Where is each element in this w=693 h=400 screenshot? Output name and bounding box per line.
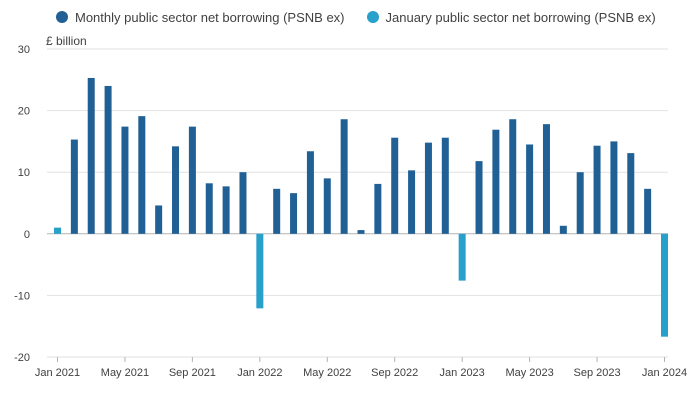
legend-label-monthly: Monthly public sector net borrowing (PSN… (75, 9, 345, 25)
bar-monthly (424, 142, 432, 234)
bar-monthly (138, 116, 146, 234)
bar-monthly (357, 230, 365, 234)
bar-monthly (644, 188, 652, 234)
bar-monthly (627, 153, 635, 234)
bar-monthly (441, 137, 449, 234)
legend-item-monthly[interactable]: Monthly public sector net borrowing (PSN… (56, 10, 345, 25)
bar-monthly (526, 144, 534, 234)
bar-monthly (542, 124, 550, 234)
bar-january (458, 233, 466, 281)
bar-january (256, 233, 264, 309)
bar-monthly (492, 129, 500, 234)
bar-monthly (509, 119, 517, 234)
bar-monthly (391, 137, 399, 234)
legend-marker-monthly (56, 11, 68, 23)
bar-monthly (340, 119, 348, 234)
bar-monthly (408, 170, 416, 234)
bar-monthly (87, 77, 95, 234)
x-tick-label: Sep 2022 (371, 367, 418, 379)
x-tick-label: Jan 2024 (642, 367, 687, 379)
bar-monthly (222, 186, 230, 234)
bar-monthly (290, 193, 298, 234)
x-tick-label: Jan 2021 (35, 367, 80, 379)
x-tick-label: May 2022 (303, 367, 351, 379)
bar-monthly (374, 183, 382, 234)
bar-january (54, 227, 61, 234)
x-tick-label: Sep 2021 (169, 367, 216, 379)
bar-monthly (610, 141, 618, 234)
bar-monthly (155, 205, 163, 234)
legend-item-january[interactable]: January public sector net borrowing (PSN… (366, 9, 656, 25)
bar-monthly (70, 139, 78, 234)
bar-monthly (323, 178, 331, 234)
x-tick-label: Sep 2023 (574, 367, 621, 379)
bar-january (661, 233, 668, 337)
bar-monthly (104, 85, 112, 234)
y-tick-label: -10 (14, 290, 30, 302)
bar-monthly (205, 183, 213, 234)
x-tick-label: Jan 2023 (440, 367, 485, 379)
legend-marker-january (366, 11, 379, 23)
bar-monthly (475, 161, 483, 234)
x-tick-label: Jan 2022 (237, 367, 282, 379)
bar-monthly (172, 146, 180, 234)
y-axis-unit-label: £ billion (46, 34, 87, 48)
bar-monthly (576, 172, 584, 234)
y-tick-label: 10 (18, 167, 30, 179)
y-tick-label: -20 (14, 352, 30, 364)
y-tick-label: 30 (18, 44, 30, 56)
bar-monthly (121, 126, 129, 234)
legend-label-january: January public sector net borrowing (PSN… (385, 9, 656, 25)
bar-monthly (306, 151, 314, 234)
y-tick-label: 0 (24, 229, 30, 241)
x-tick-label: May 2021 (101, 367, 149, 379)
bar-monthly (273, 188, 281, 234)
bar-monthly (188, 126, 196, 234)
bar-monthly (239, 172, 247, 234)
bar-monthly (559, 225, 567, 234)
x-tick-label: May 2023 (505, 367, 553, 379)
chart-legend: Monthly public sector net borrowing (PSN… (56, 8, 656, 26)
bar-monthly (593, 145, 601, 234)
y-tick-label: 20 (18, 106, 30, 118)
